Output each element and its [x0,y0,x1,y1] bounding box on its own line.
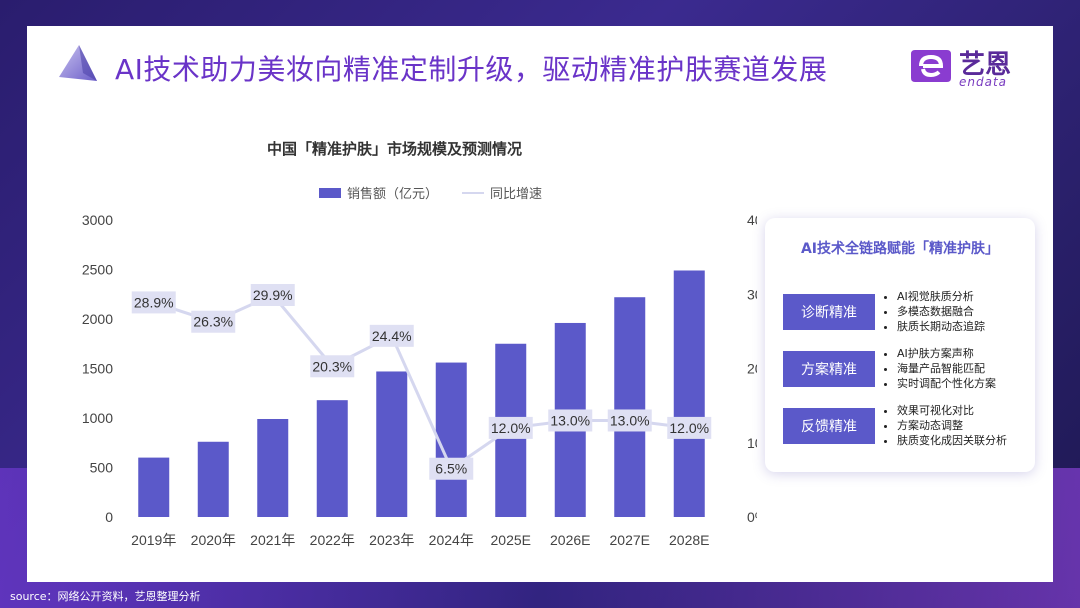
brand-logo: 艺恩 endata [907,42,1047,94]
data-label-bg [131,291,176,314]
y-right-tick-label: 30% [747,286,757,302]
brand-name-cn: 艺恩 [959,50,1012,80]
x-tick-label: 2025E [491,532,531,548]
bar [376,371,408,517]
data-label: 26.3% [193,314,233,330]
x-tick-label: 2021年 [250,532,295,548]
ai-empower-panel: AI技术全链路赋能「精准护肤」 诊断精准 AI视觉肤质分析 多模态数据融合 肤质… [765,218,1035,472]
chart-legend: 销售额（亿元） 同比增速 [319,183,542,202]
growth-line [153,293,690,471]
row-label-plan: 方案精准 [783,351,875,387]
data-label-bg [548,409,593,432]
y-right-tick-label: 0% [747,509,757,525]
panel-title: AI技术全链路赋能「精准护肤」 [800,241,1000,257]
row-list-feedback: 效果可视化对比 方案动态调整 肤质变化成因关联分析 [883,403,1007,448]
data-label-bg [191,310,236,333]
legend-label-growth: 同比增速 [490,187,543,202]
legend-item-growth: 同比增速 [446,183,542,202]
chart-title: 中国「精准护肤」市场规模及预测情况 [267,140,523,158]
list-item: AI视觉肤质分析 [897,289,985,304]
list-item: 肤质长期动态追踪 [897,319,985,334]
data-label-bg [429,457,474,480]
row-label-feedback: 反馈精准 [783,408,875,444]
list-item: 海量产品智能匹配 [897,361,996,376]
y-left-tick-label: 1500 [82,361,113,377]
x-tick-label: 2024年 [429,532,474,548]
data-label-bg [607,409,652,432]
x-tick-label: 2027E [610,532,650,548]
bar [614,297,646,517]
data-label-bg [369,324,414,347]
y-right-tick-label: 20% [747,361,757,377]
y-left-tick-label: 2500 [82,262,113,278]
x-tick-label: 2022年 [310,532,355,548]
x-tick-label: 2020年 [191,532,236,548]
brand-name-en: endata [959,75,1008,89]
data-label-bg [667,416,712,439]
legend-bar-swatch [319,187,341,198]
data-label: 24.4% [372,328,412,344]
x-tick-label: 2026E [550,532,590,548]
x-tick-label: 2023年 [369,532,414,548]
list-item: 效果可视化对比 [897,403,1007,418]
x-tick-label: 2028E [669,532,709,548]
data-label: 13.0% [610,412,650,428]
list-item: 肤质变化成因关联分析 [897,433,1007,448]
triangle-logo-icon [59,45,97,81]
slide: AI技术助力美妆向精准定制升级，驱动精准护肤赛道发展 艺恩 endata 中国「… [27,26,1053,582]
y-left-tick-label: 3000 [82,212,113,228]
panel-row-feedback: 反馈精准 效果可视化对比 方案动态调整 肤质变化成因关联分析 [783,403,1029,449]
y-right-tick-label: 10% [747,435,757,451]
source-note: source：网络公开资料，艺恩整理分析 [10,590,201,603]
endata-logo-icon [911,50,951,82]
legend-item-sales: 销售额（亿元） [319,183,438,202]
data-label: 12.0% [491,420,531,436]
y-left-tick-label: 0 [105,509,113,525]
bar [673,270,705,517]
y-right-tick-label: 40% [747,212,757,228]
bar [138,457,170,517]
data-label: 13.0% [550,412,590,428]
list-item: 实时调配个性化方案 [897,376,996,391]
y-left-tick-label: 1000 [82,410,113,426]
legend-line-swatch [462,191,485,194]
data-label-bg [310,355,355,378]
panel-row-diagnosis: 诊断精准 AI视觉肤质分析 多模态数据融合 肤质长期动态追踪 [783,289,1029,335]
bar [197,441,229,517]
data-label: 20.3% [312,358,352,374]
y-left-tick-label: 2000 [82,311,113,327]
bar [316,400,348,517]
data-label-bg [250,283,295,306]
bar [257,418,289,517]
list-item: AI护肤方案声称 [897,346,996,361]
row-label-diagnosis: 诊断精准 [783,294,875,330]
list-item: 方案动态调整 [897,418,1007,433]
data-label-bg [488,416,533,439]
page-title: AI技术助力美妆向精准定制升级，驱动精准护肤赛道发展 [115,53,828,86]
panel-row-plan: 方案精准 AI护肤方案声称 海量产品智能匹配 实时调配个性化方案 [783,346,1029,392]
list-item: 多模态数据融合 [897,304,985,319]
x-tick-label: 2019年 [131,532,176,548]
data-label: 28.9% [134,294,174,310]
bar [435,362,467,517]
legend-label-sales: 销售额（亿元） [347,187,439,202]
y-left-tick-label: 500 [90,460,114,476]
row-list-plan: AI护肤方案声称 海量产品智能匹配 实时调配个性化方案 [883,346,996,391]
data-label: 6.5% [435,461,467,477]
market-size-chart: 0 500 1000 1500 2000 2500 3000 0% 10% 20% 30% 40% 20… [82,212,757,548]
data-label: 29.9% [253,287,293,303]
row-list-diagnosis: AI视觉肤质分析 多模态数据融合 肤质长期动态追踪 [883,289,985,334]
data-label: 12.0% [669,420,709,436]
